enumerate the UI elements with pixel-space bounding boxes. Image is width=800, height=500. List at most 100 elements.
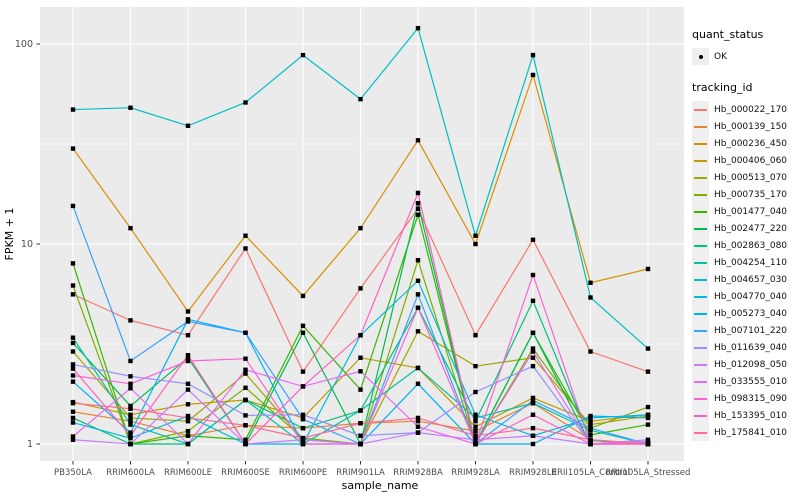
legend-item-Hb_004254_110: Hb_004254_110	[692, 254, 798, 271]
legend-title-quant-status: quant_status	[692, 28, 764, 41]
legend-item-Hb_033555_010: Hb_033555_010	[692, 373, 798, 390]
data-point	[185, 381, 191, 386]
legend-key-swatch	[692, 101, 709, 118]
data-point	[128, 403, 133, 409]
legend-key-swatch	[692, 424, 709, 441]
data-point	[185, 319, 191, 324]
data-point	[358, 332, 363, 338]
data-point	[530, 425, 536, 431]
data-point	[243, 423, 248, 428]
legend-item-ok: OK	[692, 48, 798, 65]
data-point	[70, 437, 76, 442]
legend-item-Hb_000513_070: Hb_000513_070	[692, 169, 798, 186]
plot-panel	[40, 7, 684, 461]
legend-label: Hb_004254_110	[714, 257, 788, 268]
data-point	[530, 433, 536, 438]
data-point	[645, 415, 651, 421]
data-point	[243, 100, 248, 105]
legend-label: Hb_001477_040	[714, 206, 788, 217]
data-point	[415, 292, 421, 297]
data-point	[243, 413, 248, 418]
line-swatch-icon	[694, 159, 707, 162]
data-point	[128, 318, 133, 323]
legend-label: Hb_004657_030	[714, 274, 788, 285]
data-point	[70, 203, 76, 209]
legend-label: Hb_175841_010	[714, 427, 788, 438]
data-point	[70, 107, 76, 112]
data-point	[415, 430, 421, 435]
legend: quant_status OK tracking_id Hb_000022_17…	[692, 28, 798, 457]
data-point	[530, 298, 536, 303]
data-point	[473, 363, 478, 369]
data-point	[473, 233, 478, 238]
data-point	[70, 366, 76, 371]
legend-label: Hb_000406_060	[714, 155, 788, 166]
line-swatch-icon	[694, 414, 707, 417]
data-point	[645, 404, 651, 410]
data-point	[300, 52, 306, 58]
x-tick-label: RRIM600SE	[221, 468, 270, 478]
legend-key-swatch	[692, 152, 709, 169]
data-point	[645, 266, 651, 272]
data-point	[415, 138, 421, 143]
data-point	[185, 355, 191, 360]
data-point	[473, 389, 478, 395]
x-tick-label: RRIM600PE	[279, 468, 327, 478]
legend-item-Hb_000406_060: Hb_000406_060	[692, 152, 798, 169]
data-point	[70, 283, 76, 288]
x-tick-label: RRIM928LE	[509, 468, 557, 478]
data-point	[70, 340, 76, 346]
data-point	[185, 419, 191, 424]
line-swatch-icon	[694, 227, 707, 230]
legend-item-Hb_011639_040: Hb_011639_040	[692, 339, 798, 356]
line-swatch-icon	[694, 380, 707, 383]
data-point	[185, 441, 191, 447]
data-point	[243, 233, 248, 238]
data-point	[300, 441, 306, 447]
data-point	[128, 422, 133, 427]
legend-key-swatch	[692, 220, 709, 237]
x-tick-label: RRIM901LA	[336, 468, 385, 478]
legend-key-swatch	[692, 339, 709, 356]
legend-item-Hb_004657_030: Hb_004657_030	[692, 271, 798, 288]
line-swatch-icon	[694, 108, 707, 111]
data-point	[530, 412, 536, 417]
legend-tracking-id: tracking_id Hb_000022_170 Hb_000139_150 Hb…	[692, 81, 798, 441]
legend-label: Hb_000022_170	[714, 104, 788, 115]
data-point	[128, 412, 133, 417]
data-point	[243, 356, 248, 361]
legend-label: Hb_011639_040	[714, 342, 788, 353]
data-point	[70, 335, 76, 340]
data-point	[243, 385, 248, 390]
legend-item-Hb_175841_010: Hb_175841_010	[692, 424, 798, 441]
data-point	[588, 413, 593, 419]
data-point	[358, 433, 363, 438]
data-point	[473, 415, 478, 421]
line-swatch-icon	[694, 176, 707, 179]
data-point	[473, 428, 478, 434]
data-point	[300, 384, 306, 389]
legend-item-Hb_004770_040: Hb_004770_040	[692, 288, 798, 305]
data-point	[300, 425, 306, 431]
legend-label: Hb_000236_450	[714, 138, 788, 149]
data-point	[415, 329, 421, 334]
y-tick-label: 1	[27, 439, 33, 450]
data-point	[588, 349, 593, 354]
legend-label: Hb_098315_090	[714, 393, 788, 404]
data-point	[588, 432, 593, 438]
data-point	[185, 415, 191, 421]
legend-label-ok: OK	[714, 51, 727, 62]
data-point	[70, 362, 76, 367]
legend-key-ok	[692, 48, 709, 65]
data-point	[128, 374, 133, 379]
data-point	[358, 408, 363, 413]
legend-item-Hb_001477_040: Hb_001477_040	[692, 203, 798, 220]
data-point	[358, 96, 363, 102]
line-swatch-icon	[694, 363, 707, 366]
data-point	[70, 292, 76, 297]
data-point	[358, 387, 363, 392]
line-swatch-icon	[694, 278, 707, 281]
data-point	[243, 441, 248, 447]
data-point	[70, 146, 76, 151]
